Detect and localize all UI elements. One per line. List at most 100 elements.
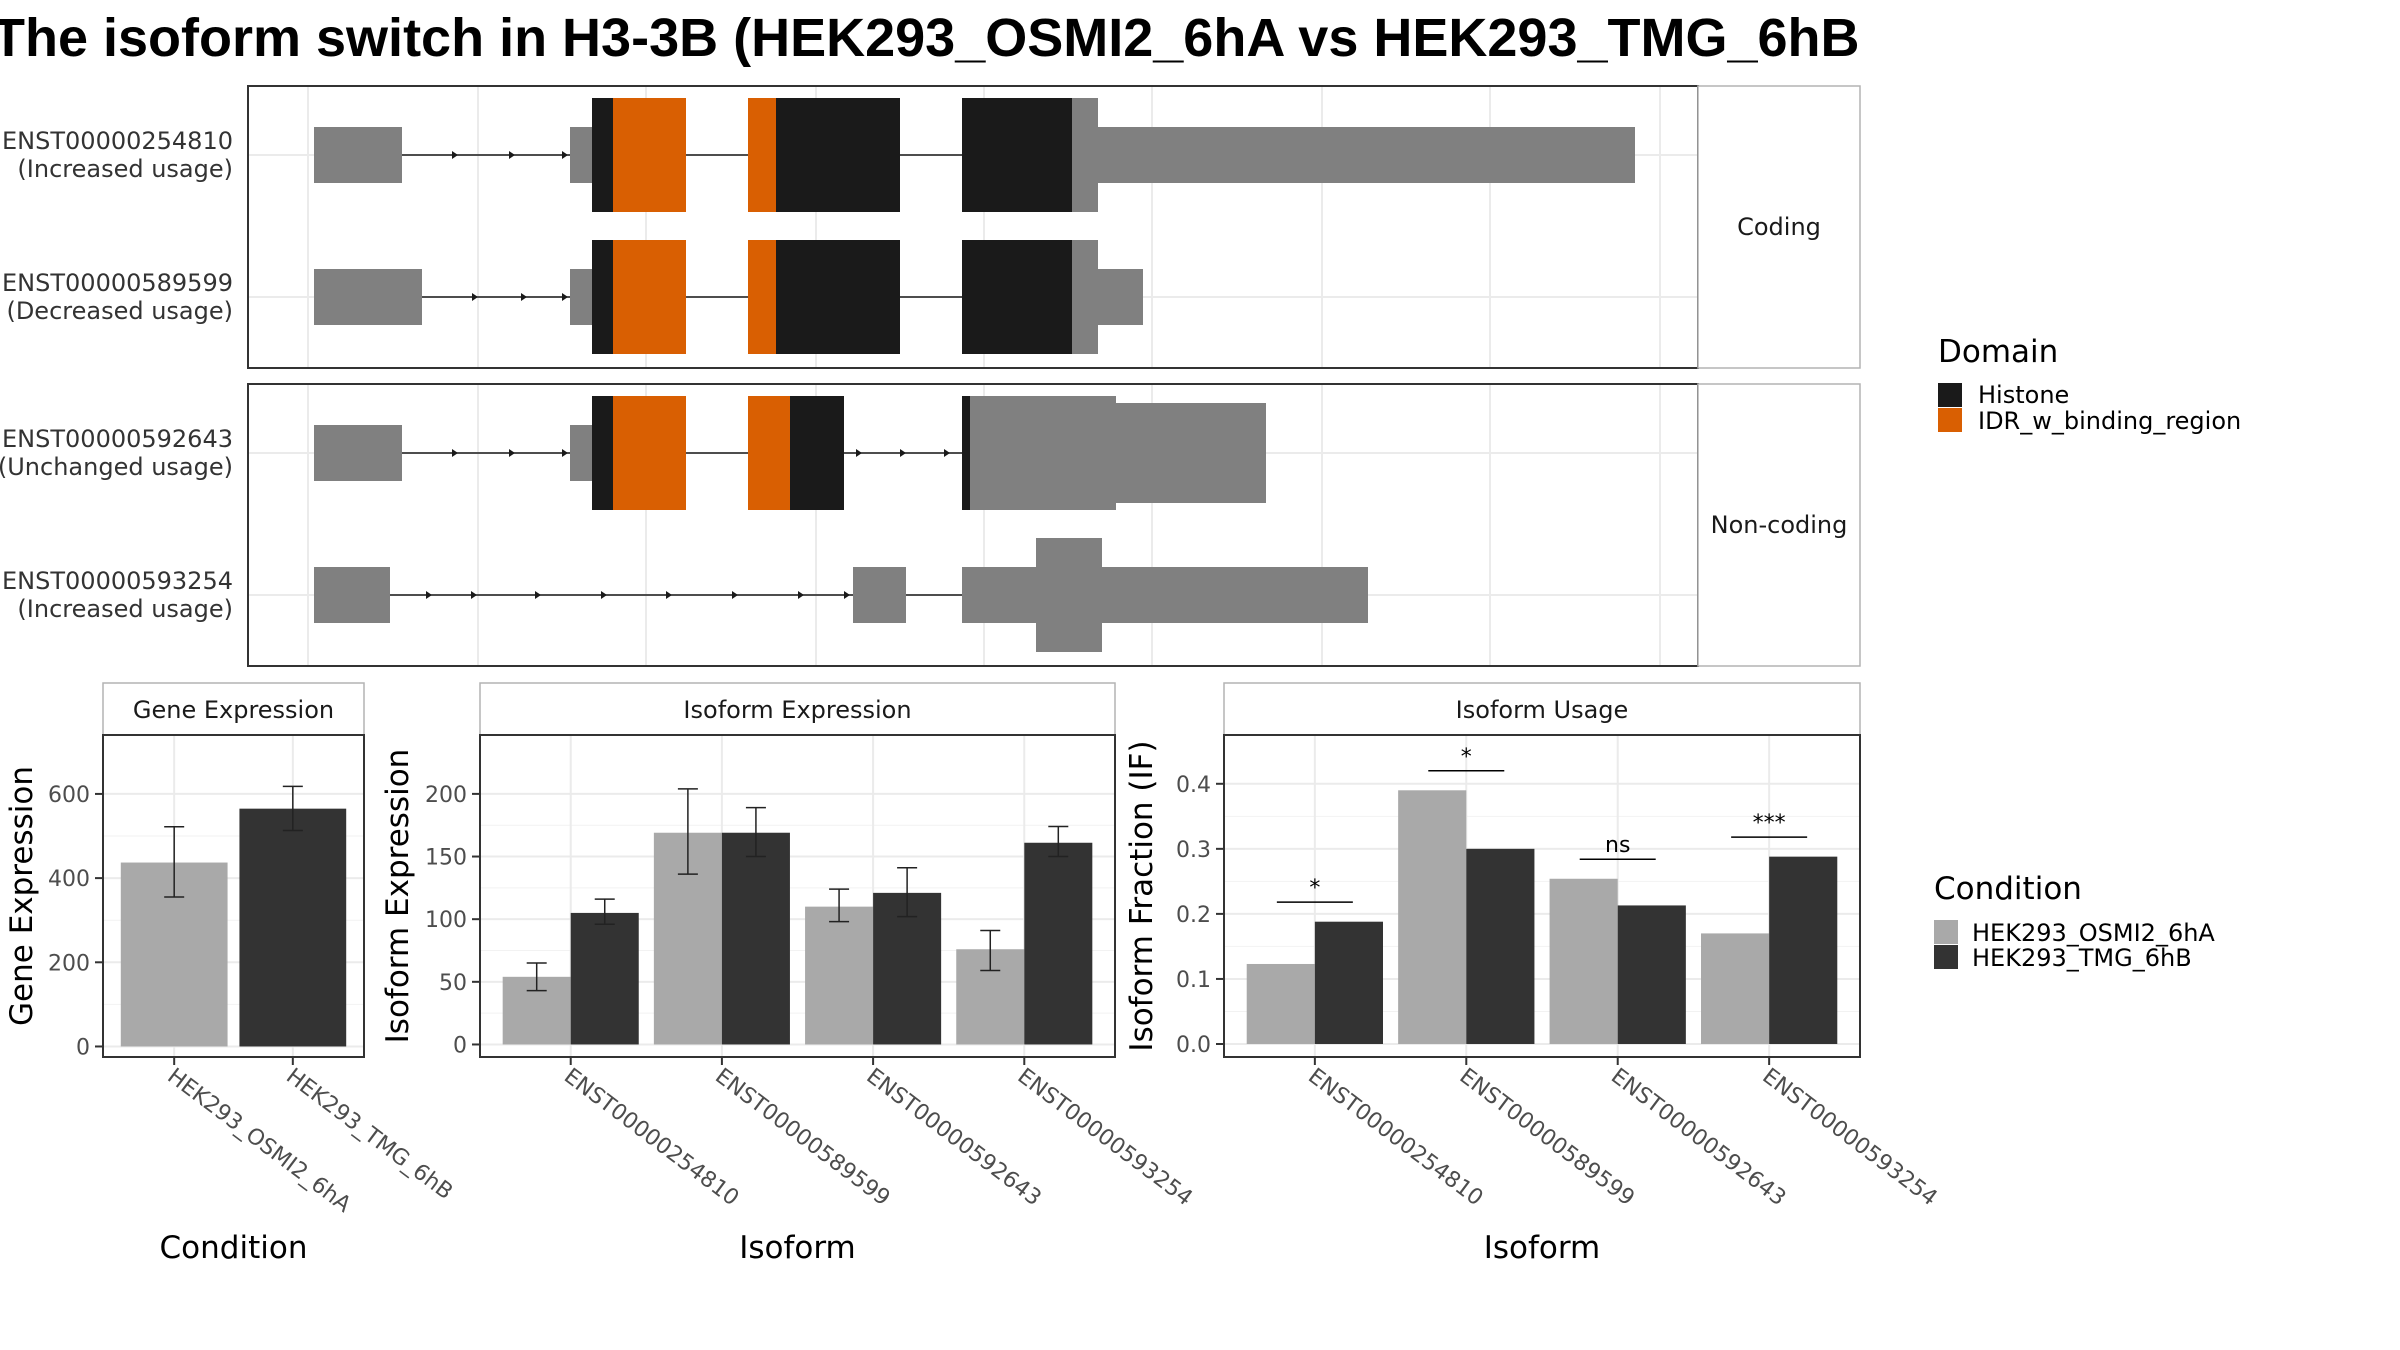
legend-key-condition2 (1934, 945, 1958, 969)
bar (1549, 878, 1618, 1044)
utr-exon-segment (1098, 269, 1143, 325)
panel-strip (479, 682, 1116, 736)
bar (239, 808, 347, 1047)
y-tick-label: 600 (48, 783, 90, 808)
bar (1769, 856, 1838, 1044)
condition-legend-title: Condition (1934, 871, 2082, 907)
y-tick-label: 0.1 (1176, 968, 1211, 993)
intron-arrow (666, 591, 672, 599)
transcript-usage: (Increased usage) (17, 155, 233, 183)
histone-domain-segment (776, 98, 900, 212)
histone-domain-segment (962, 240, 1072, 354)
intron-arrow (798, 591, 804, 599)
utr-exon-segment (314, 425, 402, 481)
intron-arrow (509, 449, 515, 457)
utr-exon-segment (1072, 240, 1098, 354)
facet-strip (1697, 85, 1861, 369)
legend-label: IDR_w_binding_region (1978, 407, 2241, 435)
legend-label: HEK293_TMG_6hB (1972, 944, 2192, 972)
transcript-structure-panel: CodingNon-codingENST00000254810(Increase… (0, 85, 1861, 667)
intron-arrow (535, 591, 541, 599)
panel-border (102, 734, 365, 1058)
y-tick-label: 0.3 (1176, 838, 1211, 863)
utr-exon-segment (314, 127, 402, 183)
y-axis-title: Isoform Expression (380, 749, 416, 1044)
panel-strip-label: Gene Expression (133, 696, 334, 724)
legend-label: HEK293_OSMI2_6hA (1972, 919, 2215, 947)
intron-arrow (944, 449, 950, 457)
legend-key-condition1 (1934, 920, 1958, 944)
y-tick-label: 0.2 (1176, 903, 1211, 928)
panel-strip-label: Isoform Expression (683, 696, 911, 724)
significance-label: * (1461, 745, 1472, 770)
facet-label: Non-coding (1711, 511, 1848, 539)
panel-strip-label: Isoform Usage (1456, 696, 1629, 724)
facet-label: Coding (1737, 213, 1821, 241)
x-axis-title: Condition (160, 1230, 308, 1266)
y-tick-label: 50 (439, 971, 467, 996)
transcript-id: ENST00000589599 (2, 269, 233, 297)
intron-arrow (521, 293, 527, 301)
y-axis-title: Gene Expression (4, 766, 40, 1026)
panel-border (1223, 734, 1861, 1058)
utr-exon-segment (970, 396, 1116, 510)
intron-arrow (472, 293, 478, 301)
utr-exon-segment (314, 567, 390, 623)
idr-domain-segment (748, 98, 776, 212)
intron-arrow (601, 591, 607, 599)
utr-exon-segment (853, 567, 906, 623)
utr-exon-segment (570, 269, 592, 325)
y-tick-label: 0.4 (1176, 773, 1211, 798)
significance-label: *** (1753, 811, 1786, 836)
transcript-id: ENST00000593254 (2, 567, 233, 595)
intron-arrow (562, 293, 568, 301)
y-tick-label: 200 (48, 951, 90, 976)
bar (1701, 933, 1770, 1044)
y-tick-label: 0 (76, 1035, 90, 1060)
transcript-usage: (Unchanged usage) (0, 453, 233, 481)
histone-domain-segment (776, 240, 900, 354)
bar (1466, 848, 1535, 1044)
y-tick-label: 100 (425, 908, 467, 933)
figure-title: The isoform switch in H3-3B (HEK293_OSMI… (0, 8, 1860, 68)
bar (1398, 790, 1467, 1044)
legend-label: Histone (1978, 381, 2069, 409)
y-tick-label: 200 (425, 783, 467, 808)
histone-domain-segment (790, 396, 844, 510)
y-tick-label: 150 (425, 846, 467, 871)
facet-strip (1697, 383, 1861, 667)
intron-arrow (509, 151, 515, 159)
utr-exon-segment (314, 269, 422, 325)
intron-arrow (562, 151, 568, 159)
bar (805, 906, 874, 1045)
bar (570, 912, 639, 1045)
significance-label: ns (1605, 833, 1630, 858)
bar (873, 892, 942, 1045)
intron-arrow (856, 449, 862, 457)
y-tick-label: 400 (48, 867, 90, 892)
histone-domain-segment (592, 98, 613, 212)
idr-domain-segment (613, 240, 686, 354)
legend-key-idr (1938, 408, 1962, 432)
histone-domain-segment (592, 240, 613, 354)
y-tick-label: 0 (453, 1033, 467, 1058)
intron-arrow (452, 151, 458, 159)
transcript-usage: (Increased usage) (17, 595, 233, 623)
bar (1024, 842, 1093, 1045)
transcript-id: ENST00000254810 (2, 127, 233, 155)
intron-arrow (732, 591, 738, 599)
bar (721, 832, 790, 1045)
significance-label: * (1309, 876, 1320, 901)
intron-arrow (844, 591, 850, 599)
y-tick-label: 0.0 (1176, 1033, 1211, 1058)
intron-arrow (452, 449, 458, 457)
utr-exon-segment (1072, 98, 1098, 212)
bar (1246, 963, 1315, 1044)
idr-domain-segment (613, 396, 686, 510)
transcript-usage: (Decreased usage) (6, 297, 233, 325)
x-axis-title: Isoform (1484, 1230, 1601, 1266)
y-axis-title: Isoform Fraction (IF) (1124, 740, 1160, 1051)
intron-arrow (900, 449, 906, 457)
